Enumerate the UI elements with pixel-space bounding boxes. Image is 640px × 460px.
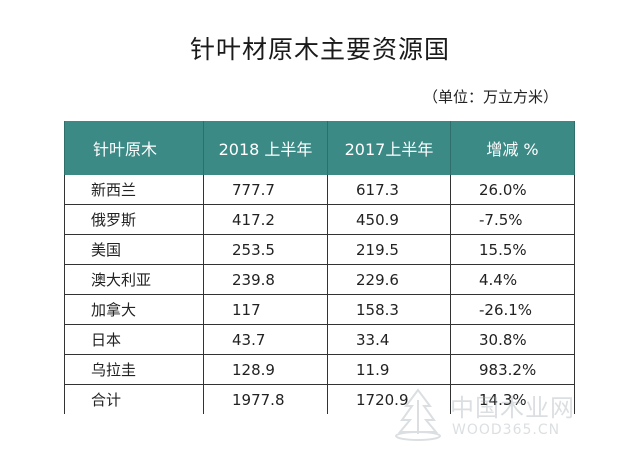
- table-row: 加拿大 117 158.3 -26.1%: [64, 294, 575, 325]
- cell-country: 加拿大: [64, 294, 204, 325]
- cell-2018h1: 777.7: [203, 175, 328, 205]
- cell-country: 俄罗斯: [64, 204, 204, 235]
- cell-2017h1: 11.9: [327, 354, 451, 385]
- table-row: 乌拉圭 128.9 11.9 983.2%: [64, 354, 575, 385]
- cell-2018h1: 417.2: [203, 204, 328, 235]
- column-header-2017h1: 2017上半年: [327, 121, 451, 175]
- cell-change: 30.8%: [450, 324, 575, 355]
- cell-2018h1: 128.9: [203, 354, 328, 385]
- cell-change: 983.2%: [450, 354, 575, 385]
- cell-2018h1: 43.7: [203, 324, 328, 355]
- column-header-change: 增减 %: [450, 121, 575, 175]
- watermark: 中国木业网 WOOD365.CN: [392, 380, 632, 450]
- cell-country: 美国: [64, 234, 204, 265]
- cell-2017h1: 617.3: [327, 175, 451, 205]
- cell-2017h1: 1720.9: [327, 384, 451, 414]
- cell-country: 日本: [64, 324, 204, 355]
- cell-change: 26.0%: [450, 175, 575, 205]
- watermark-text-cn: 中国木业网: [450, 394, 575, 422]
- cell-2018h1: 253.5: [203, 234, 328, 265]
- column-header-2018h1: 2018 上半年: [203, 121, 328, 175]
- table-row: 日本 43.7 33.4 30.8%: [64, 324, 575, 355]
- table-row: 澳大利亚 239.8 229.6 4.4%: [64, 264, 575, 295]
- cell-2018h1: 1977.8: [203, 384, 328, 414]
- cell-change: -26.1%: [450, 294, 575, 325]
- cell-country: 新西兰: [64, 175, 204, 205]
- cell-2017h1: 219.5: [327, 234, 451, 265]
- cell-2018h1: 117: [203, 294, 328, 325]
- cell-2017h1: 450.9: [327, 204, 451, 235]
- cell-country: 澳大利亚: [64, 264, 204, 295]
- cell-change: 4.4%: [450, 264, 575, 295]
- table-row: 新西兰 777.7 617.3 26.0%: [64, 175, 575, 205]
- cell-country: 乌拉圭: [64, 354, 204, 385]
- table-row-total: 合计 1977.8 1720.9 14.3%: [64, 384, 575, 414]
- page-title: 针叶材原木主要资源国: [189, 35, 450, 64]
- watermark-text-en: WOOD365.CN: [452, 422, 561, 438]
- cell-2017h1: 33.4: [327, 324, 451, 355]
- cell-change: -7.5%: [450, 204, 575, 235]
- table-header-row: 针叶原木 2018 上半年 2017上半年 增减 %: [64, 121, 575, 175]
- table-row: 美国 253.5 219.5 15.5%: [64, 234, 575, 265]
- cell-2018h1: 239.8: [203, 264, 328, 295]
- table-row: 俄罗斯 417.2 450.9 -7.5%: [64, 204, 575, 235]
- data-table: 针叶原木 2018 上半年 2017上半年 增减 % 新西兰 777.7 617…: [64, 121, 575, 414]
- cell-2017h1: 229.6: [327, 264, 451, 295]
- cell-change: 15.5%: [450, 234, 575, 265]
- unit-label: （单位：万立方米）: [422, 88, 558, 106]
- cell-2017h1: 158.3: [327, 294, 451, 325]
- cell-change: 14.3%: [450, 384, 575, 414]
- tree-logo-icon: [395, 388, 441, 441]
- cell-country: 合计: [64, 384, 204, 414]
- column-header-country: 针叶原木: [64, 121, 204, 175]
